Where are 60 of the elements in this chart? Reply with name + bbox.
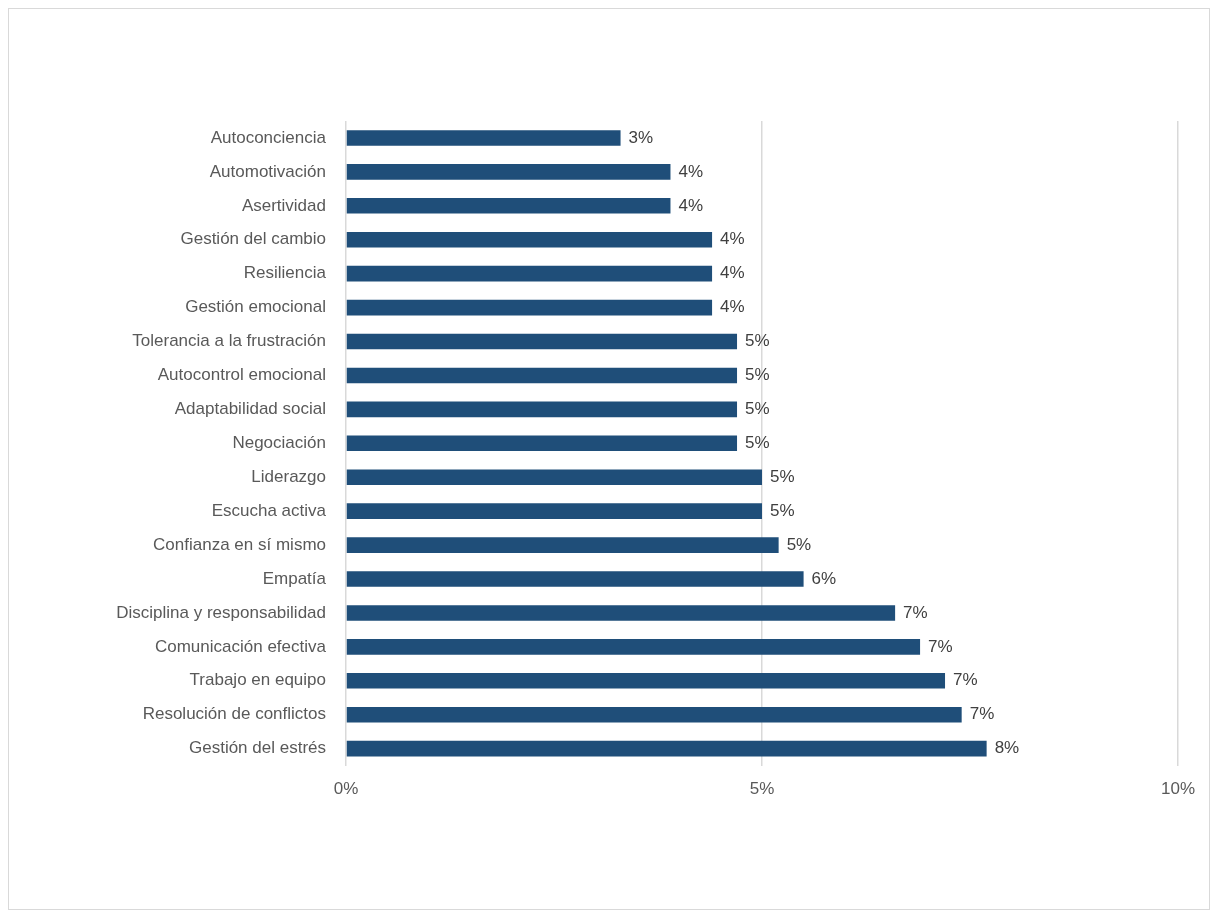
x-tick-label: 5% [749, 779, 775, 799]
y-tick-label: Gestión del cambio [180, 229, 326, 249]
y-tick-label: Negociación [232, 432, 326, 452]
bar [346, 672, 946, 689]
y-tick-label: Resolución de conflictos [142, 704, 326, 724]
y-tick-label: Disciplina y responsabilidad [116, 602, 326, 622]
bar [346, 198, 671, 214]
bar [346, 265, 713, 282]
y-tick-label: Adaptabilidad social [174, 399, 326, 419]
y-tick-label: Autocontrol emocional [157, 365, 326, 385]
bar [346, 401, 738, 418]
y-tick-label: Gestión emocional [185, 297, 326, 317]
data-label: 4% [678, 161, 704, 181]
data-label: 7% [953, 670, 978, 690]
bar [346, 164, 671, 180]
bar [346, 435, 738, 452]
data-label: 4% [720, 229, 745, 249]
data-label: 4% [720, 263, 745, 283]
data-label: 6% [811, 568, 837, 588]
bar [346, 740, 987, 757]
data-label: 4% [678, 195, 704, 215]
y-tick-label: Resiliencia [243, 263, 327, 283]
data-label: 7% [928, 636, 953, 656]
bar [346, 367, 738, 384]
data-label: 5% [745, 365, 770, 385]
data-label: 3% [628, 127, 654, 147]
bar [346, 130, 621, 146]
data-label: 5% [786, 534, 812, 554]
y-tick-label: Trabajo en equipo [189, 670, 326, 690]
data-label: 5% [745, 432, 770, 452]
x-tick-label: 0% [333, 779, 359, 799]
x-tick-label: 10% [1160, 779, 1195, 799]
y-tick-label: Asertividad [241, 195, 326, 215]
y-tick-label: Automotivación [209, 161, 326, 181]
y-tick-label: Autoconciencia [210, 127, 327, 147]
data-label: 8% [994, 738, 1020, 758]
bar [346, 469, 762, 486]
bar [346, 299, 713, 316]
bar [346, 571, 804, 587]
y-tick-label: Tolerancia a la frustración [132, 331, 326, 351]
bar [346, 333, 738, 350]
data-label: 5% [745, 331, 770, 351]
bar [346, 537, 779, 553]
bar [346, 231, 713, 248]
bar [346, 639, 921, 655]
bar [346, 503, 762, 519]
y-tick-label: Gestión del estrés [188, 738, 326, 758]
data-label: 5% [769, 500, 795, 520]
data-label: 7% [969, 704, 995, 724]
data-label: 4% [720, 297, 745, 317]
data-label: 5% [745, 399, 770, 419]
y-tick-label: Escucha activa [211, 500, 327, 520]
data-label: 7% [903, 602, 928, 622]
data-label: 5% [769, 466, 795, 486]
y-tick-label: Comunicación efectiva [154, 636, 327, 656]
y-tick-label: Empatía [262, 568, 327, 588]
bar [346, 706, 962, 723]
y-tick-label: Confianza en sí mismo [153, 534, 326, 554]
y-tick-label: Liderazgo [251, 466, 326, 486]
bar [346, 605, 896, 621]
